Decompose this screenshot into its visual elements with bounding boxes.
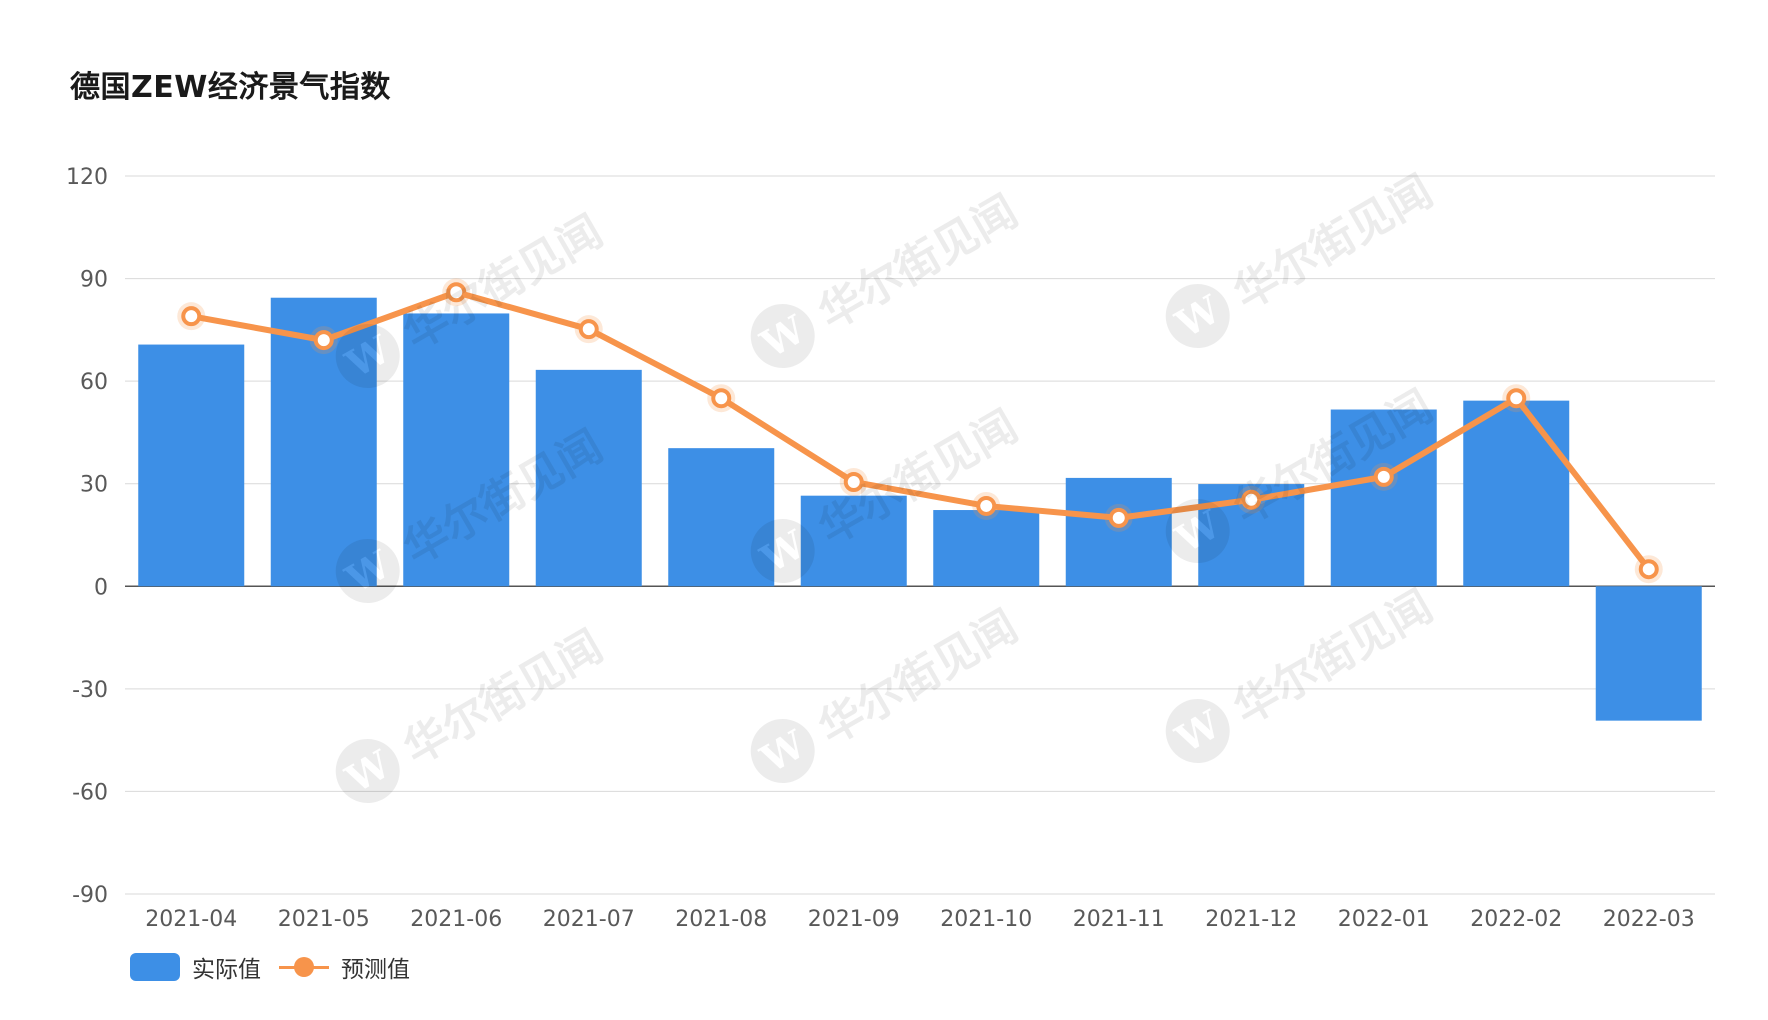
y-tick-label: 0 [94,575,108,600]
legend: 实际值 预测值 [130,950,428,984]
bar-2022-02 [1463,400,1570,587]
x-tick-label: 2022-01 [1338,907,1430,932]
forecast-point-2021-12 [1241,489,1262,510]
y-tick-label: 120 [66,165,108,190]
chart-title: 德国ZEW经济景气指数 [70,70,391,105]
x-tick-label: 2021-06 [410,907,502,932]
forecast-point-2021-11 [1108,507,1129,528]
x-tick-label: 2021-10 [940,907,1032,932]
y-tick-label: 60 [80,370,108,395]
forecast-point-2022-01 [1373,466,1394,487]
grid-lines [125,175,1715,895]
x-axis-ticks: 2021-04 2021-05 2021-06 2021-07 2021-08 2021-… [145,907,1694,932]
bar-2021-07 [535,369,642,587]
line-series [177,278,1663,584]
x-tick-label: 2021-07 [543,907,635,932]
y-axis-ticks: 120 90 60 30 0 -30 -60 -90 [66,165,108,908]
bar-2021-09 [800,495,907,587]
bar-2022-01 [1330,409,1437,587]
forecast-point-2021-10 [976,495,997,516]
y-tick-label: -60 [72,780,108,805]
bar-2021-10 [933,510,1040,587]
x-tick-label: 2022-02 [1470,907,1562,932]
y-tick-label: 90 [80,268,108,293]
legend-item-forecast[interactable]: 预测值 [279,950,410,984]
x-tick-label: 2021-05 [278,907,370,932]
forecast-point-2021-09 [843,472,864,493]
forecast-line [188,289,1652,573]
forecast-point-2021-06 [446,282,467,303]
forecast-point-2022-03 [1638,559,1659,580]
forecast-point-2021-05 [313,330,334,351]
legend-label-forecast: 预测值 [341,957,410,983]
legend-bar-swatch-icon [130,953,180,981]
x-tick-label: 2021-04 [145,907,237,932]
forecast-point-2021-08 [711,388,732,409]
forecast-point-2021-04 [181,306,202,327]
x-tick-label: 2021-09 [808,907,900,932]
x-tick-label: 2021-12 [1205,907,1297,932]
forecast-point-2022-02 [1506,388,1527,409]
x-tick-label: 2021-08 [675,907,767,932]
y-tick-label: 30 [80,473,108,498]
bar-2021-04 [138,344,245,587]
x-tick-label: 2021-11 [1073,907,1165,932]
bar-2021-11 [1065,477,1172,587]
bar-2021-08 [668,448,775,587]
bar-2021-06 [403,313,510,587]
forecast-point-2021-07 [578,319,599,340]
y-tick-label: -30 [72,678,108,703]
y-tick-label: -90 [72,883,108,908]
legend-label-actual: 实际值 [192,957,261,983]
bar-2022-03 [1595,586,1702,721]
legend-line-swatch-icon [279,953,329,981]
bar-series [138,297,1702,721]
x-tick-label: 2022-03 [1603,907,1695,932]
legend-item-actual[interactable]: 实际值 [130,950,261,984]
